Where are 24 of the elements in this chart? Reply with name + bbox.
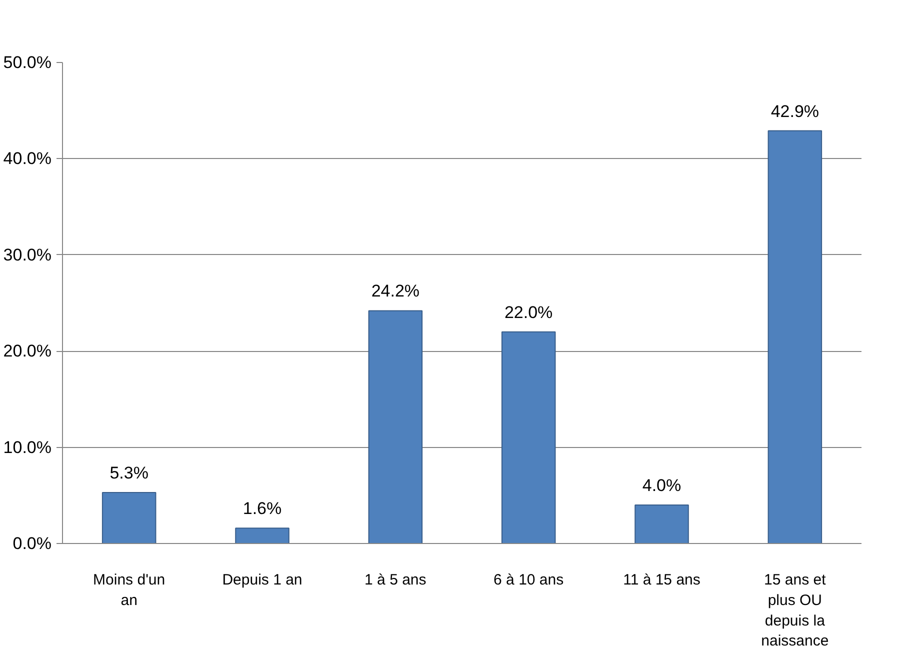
bar — [102, 492, 156, 544]
bar — [368, 310, 423, 544]
data-label: 24.2% — [371, 282, 420, 301]
bar — [768, 130, 822, 544]
data-label: 42.9% — [770, 102, 820, 121]
data-label: 1.6% — [242, 499, 282, 518]
y-tick-label: 40.0% — [3, 149, 52, 168]
x-tick-label: 11 à 15 ans — [623, 572, 700, 588]
y-tick-label: 30.0% — [3, 245, 52, 264]
data-label: 5.3% — [110, 464, 148, 483]
x-tick-label: 6 à 10 ans — [494, 572, 564, 588]
x-tick-label: Moins d'un an — [93, 572, 166, 609]
data-label: 22.0% — [504, 302, 553, 322]
y-tick-label: 0.0% — [12, 534, 52, 553]
data-label: 4.0% — [642, 476, 682, 496]
bar — [235, 528, 290, 544]
bar — [634, 504, 689, 544]
y-tick-label: 20.0% — [3, 342, 52, 361]
y-tick-label: 50.0% — [3, 53, 52, 72]
bar — [501, 331, 556, 544]
x-tick-label: 1 à 5 ans — [364, 572, 426, 588]
x-tick-label: Depuis 1 an — [222, 572, 302, 588]
x-tick-label: 15 ans et plus OU depuis la naissance — [761, 572, 829, 650]
y-tick-label: 10.0% — [3, 438, 52, 457]
